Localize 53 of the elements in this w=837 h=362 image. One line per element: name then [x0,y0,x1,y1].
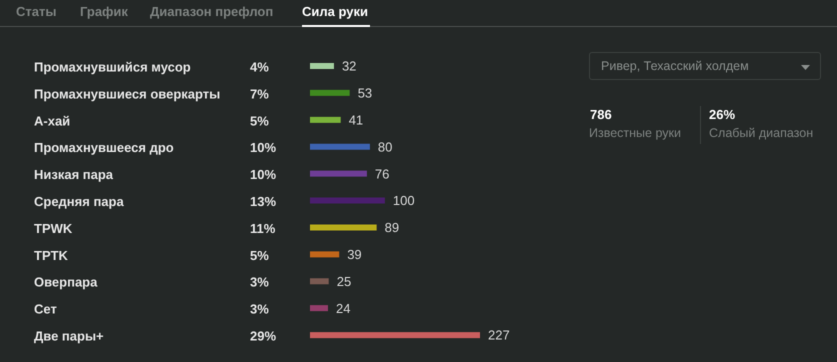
text: 786 [590,107,612,122]
text: Сила руки [302,4,368,19]
y-tick-label: Сет [34,302,57,317]
text: 13% [250,194,276,209]
y-tick-label: Средняя пара [34,194,124,209]
data-label: 24 [336,300,350,316]
text: 5% [250,248,270,263]
data-label: 100 [392,193,415,208]
bar [310,251,340,258]
text: Слабый диапазон [709,126,814,140]
y-tick-label: Промахнувшийся мусор [34,59,191,74]
data-label: 227 [488,328,510,343]
data-label: 89 [384,220,400,236]
bar [310,224,377,230]
text: 3% [250,274,270,290]
text: Диапазон префлоп [150,4,274,19]
bar [310,144,370,150]
bar [310,278,329,284]
bar [310,63,334,69]
y-tick-label: TPWK [34,220,73,236]
text: 29% [250,328,276,344]
text: 3% [250,302,270,317]
bar [310,116,341,123]
data-label: 80 [378,139,392,154]
dropdown-field: Ривер, Техасский холдем [589,52,821,80]
y-tick-label: Промахнувшиеся оверкарты [34,86,220,102]
text: 10% [250,140,276,156]
text: 5% [250,113,270,128]
y-tick-label: A-хай [34,113,70,128]
text: График [80,4,128,19]
bar [310,90,350,96]
y-tick-label: Низкая пара [34,167,114,182]
data-label: 41 [348,112,364,128]
data-label: 25 [336,274,352,289]
text: 7% [250,86,270,102]
y-tick-label: TPTK [34,248,69,263]
text: 10% [250,167,276,182]
data-label: 32 [342,58,356,74]
text: 26% [709,107,736,122]
y-tick-label: Две пары+ [34,328,104,344]
text: Известные руки [589,126,681,140]
y-tick-label: Промахнувшееся дро [34,140,174,156]
text: Статы [16,4,56,19]
text: 11% [250,220,276,236]
data-label: 53 [358,86,372,101]
data-label: 76 [374,166,390,182]
bar [310,198,385,204]
y-tick-label: Оверпара [34,274,98,290]
bar [310,305,328,312]
text: 4% [250,59,270,74]
bar [310,332,480,338]
data-label: 39 [347,246,362,262]
bar [310,170,367,177]
